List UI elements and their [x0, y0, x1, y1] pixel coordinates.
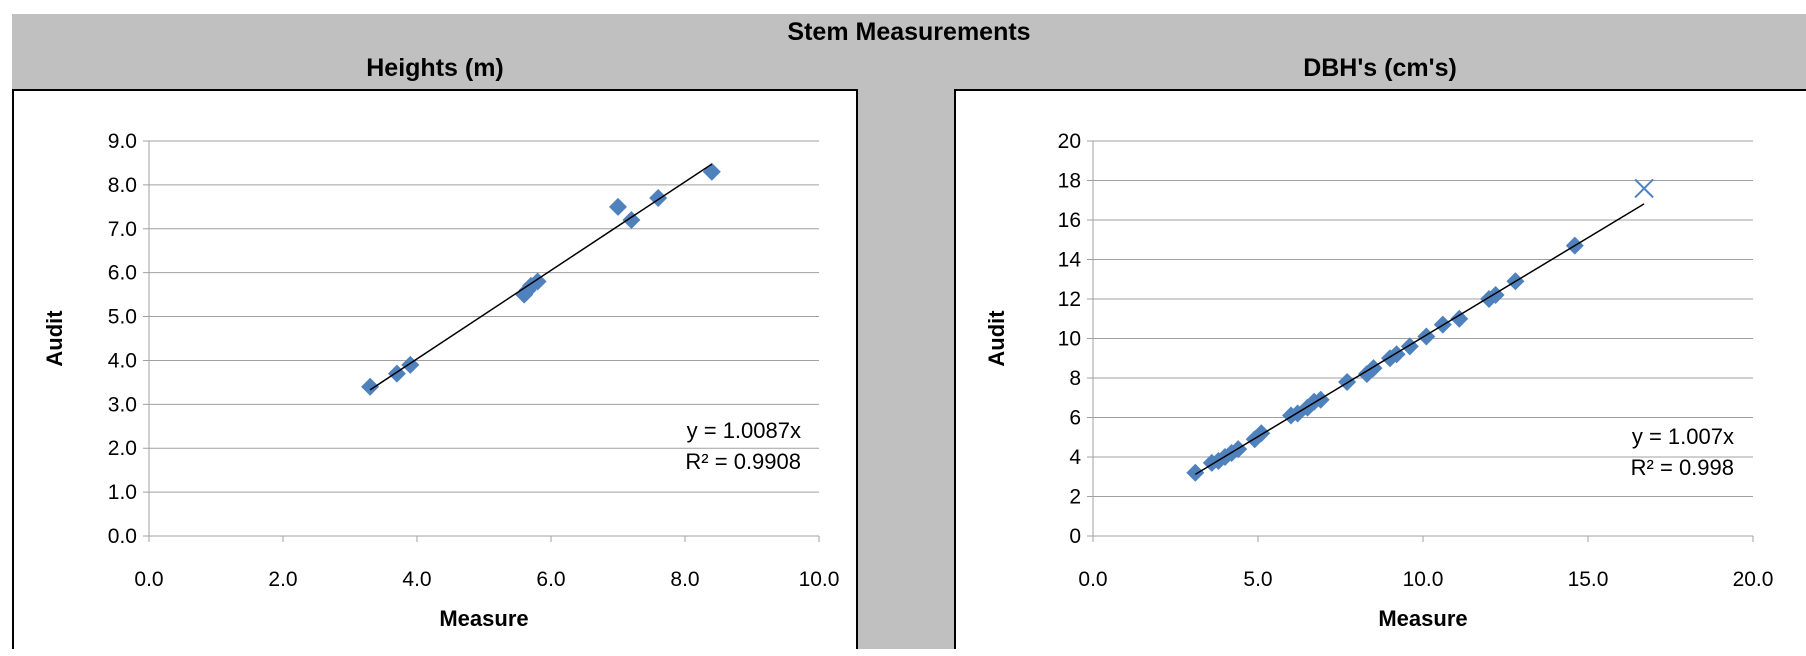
- dbh-y-tick-label: 18: [1058, 170, 1081, 193]
- heights-y-tick-label: 6.0: [108, 262, 137, 285]
- heights-y-tick-label: 9.0: [108, 130, 137, 153]
- heights-x-tick-label: 6.0: [536, 568, 565, 591]
- dbh-y-axis-title: Audit: [984, 310, 1009, 367]
- dbh-y-tick-label: 10: [1058, 328, 1081, 351]
- heights-x-tick-label: 10.0: [799, 568, 840, 591]
- dbh-x-tick-label: 10.0: [1403, 568, 1444, 591]
- dbh-y-tick-label: 14: [1058, 249, 1082, 272]
- dbh-x-tick-label: 15.0: [1568, 568, 1609, 591]
- dbh-y-tick-label: 12: [1058, 288, 1081, 311]
- dbh-y-tick-label: 2: [1069, 486, 1081, 509]
- heights-y-tick-label: 5.0: [108, 306, 137, 329]
- dbh-trendline: [1195, 204, 1644, 474]
- dbh-outlier-point: [1635, 179, 1653, 197]
- dbh-y-tick-label: 8: [1069, 367, 1081, 390]
- heights-y-tick-label: 0.0: [108, 525, 137, 548]
- dbh-data-point: [1417, 328, 1435, 346]
- heights-trend-equation: y = 1.0087x: [687, 418, 801, 443]
- heights-x-tick-label: 4.0: [402, 568, 431, 591]
- dbh-chart: 0 2 4 6 8 10 12 14 16 18 20 0.0 5.0 10.0 15.0 20.0 Measu…: [956, 91, 1806, 651]
- heights-data-point: [703, 163, 721, 181]
- dbh-x-tick-label: 5.0: [1243, 568, 1272, 591]
- dbh-data-point: [1338, 373, 1356, 391]
- dbh-y-tick-label: 4: [1069, 446, 1081, 469]
- heights-x-tick-label: 8.0: [670, 568, 699, 591]
- dbh-x-tick-label: 0.0: [1078, 568, 1107, 591]
- heights-data-point: [361, 378, 379, 396]
- heights-y-tick-label: 2.0: [108, 437, 137, 460]
- dbh-x-tick-label: 20.0: [1733, 568, 1774, 591]
- heights-trend-r2: R² = 0.9908: [685, 449, 801, 474]
- heights-y-tick-label: 4.0: [108, 349, 137, 372]
- heights-data-point: [609, 198, 627, 216]
- dbh-x-axis-title: Measure: [1378, 606, 1467, 631]
- heights-y-axis-title: Audit: [42, 310, 67, 367]
- dbh-y-tick-label: 20: [1058, 130, 1081, 153]
- heights-y-tick-label: 7.0: [108, 218, 137, 241]
- dbh-chart-title: DBH's (cm's): [954, 54, 1806, 83]
- dbh-trend-equation: y = 1.007x: [1632, 424, 1734, 449]
- heights-trendline: [370, 164, 712, 390]
- heights-x-tick-label: 0.0: [134, 568, 163, 591]
- dbh-data-point: [1186, 464, 1204, 482]
- heights-y-tick-label: 1.0: [108, 481, 137, 504]
- heights-chart: 0.0 1.0 2.0 3.0 4.0 5.0 6.0 7.0 8.0 9.0 0.0 2.0 4.0 6…: [14, 91, 856, 651]
- heights-y-tick-label: 3.0: [108, 393, 137, 416]
- heights-chart-panel: 0.0 1.0 2.0 3.0 4.0 5.0 6.0 7.0 8.0 9.0 0.0 2.0 4.0 6…: [12, 89, 858, 649]
- dbh-y-tick-label: 16: [1058, 209, 1081, 232]
- heights-y-tick-label: 8.0: [108, 174, 137, 197]
- dbh-y-tick-label: 0: [1069, 525, 1081, 548]
- heights-x-tick-label: 2.0: [268, 568, 297, 591]
- dbh-trend-r2: R² = 0.998: [1631, 455, 1734, 480]
- heights-chart-title: Heights (m): [12, 54, 858, 83]
- heights-x-axis-title: Measure: [439, 606, 528, 631]
- dbh-y-tick-label: 6: [1069, 407, 1081, 430]
- main-title: Stem Measurements: [12, 18, 1806, 47]
- dbh-chart-panel: 0 2 4 6 8 10 12 14 16 18 20 0.0 5.0 10.0 15.0 20.0 Measu…: [954, 89, 1806, 649]
